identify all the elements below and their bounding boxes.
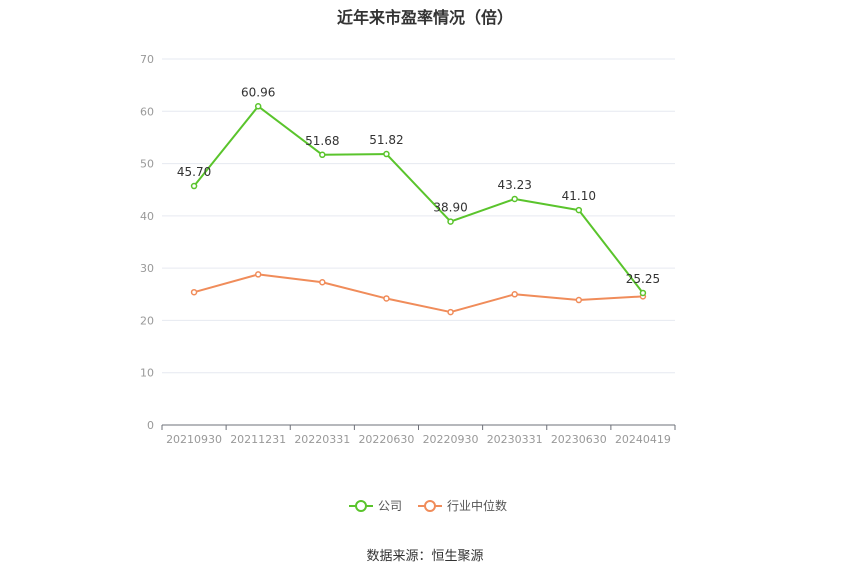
x-tick-label: 20240419: [615, 433, 671, 446]
x-tick-label: 20210930: [166, 433, 222, 446]
data-point: [511, 291, 518, 298]
data-label: 51.68: [305, 134, 339, 148]
series-line-0: [193, 105, 644, 294]
x-tick-label: 20230630: [551, 433, 607, 446]
source-note: 数据来源：恒生聚源: [366, 549, 484, 564]
data-label: 51.82: [369, 133, 403, 147]
data-point: [254, 271, 262, 278]
x-tick-label: 20220630: [358, 433, 414, 446]
data-label: 38.90: [433, 201, 467, 215]
data-point: [319, 151, 326, 159]
data-point: [383, 295, 390, 302]
data-point: [639, 289, 647, 297]
legend-label: 公司: [378, 499, 402, 513]
y-tick-label: 30: [140, 262, 154, 275]
y-tick-label: 70: [140, 53, 154, 66]
series-lines: [190, 103, 647, 316]
data-point: [319, 279, 326, 286]
legend-label: 行业中位数: [447, 498, 507, 513]
x-tick-label: 20220331: [294, 433, 350, 446]
data-point: [511, 195, 518, 203]
legend: 公司 行业中位数: [349, 498, 507, 513]
data-label: 25.25: [626, 272, 660, 286]
grid-lines: [162, 58, 675, 374]
y-axis: 0 10 20 30 40 50 60 70: [140, 53, 154, 432]
data-label: 41.10: [562, 189, 596, 203]
legend-marker: [424, 500, 436, 512]
y-tick-label: 10: [140, 367, 154, 380]
series-line-1: [193, 273, 643, 314]
legend-marker: [355, 500, 367, 512]
data-point: [575, 296, 583, 304]
y-tick-label: 50: [140, 158, 154, 171]
x-tick-label: 20230331: [487, 433, 543, 446]
data-point: [190, 182, 198, 190]
data-label: 43.23: [498, 178, 532, 192]
y-tick-label: 0: [147, 419, 154, 432]
data-point: [447, 218, 454, 225]
data-point: [254, 103, 262, 110]
data-label: 60.96: [241, 85, 275, 99]
data-point: [447, 308, 454, 316]
x-tick-label: 20220930: [423, 433, 479, 446]
data-point: [575, 206, 583, 214]
data-labels: 45.70 60.96 51.68 51.82 38.90 43.23 41.10 25.25: [177, 85, 660, 286]
chart-title: 近年来市盈率情况（倍）: [336, 8, 513, 27]
y-tick-label: 60: [140, 105, 154, 118]
data-point: [190, 288, 198, 296]
y-tick-label: 40: [140, 210, 154, 223]
data-point: [383, 150, 390, 158]
x-tick-label: 20211231: [230, 433, 286, 446]
data-label: 45.70: [177, 165, 211, 179]
y-tick-label: 20: [140, 314, 154, 327]
x-axis: 20210930 20211231 20220331 20220630 20220930…: [161, 424, 676, 446]
